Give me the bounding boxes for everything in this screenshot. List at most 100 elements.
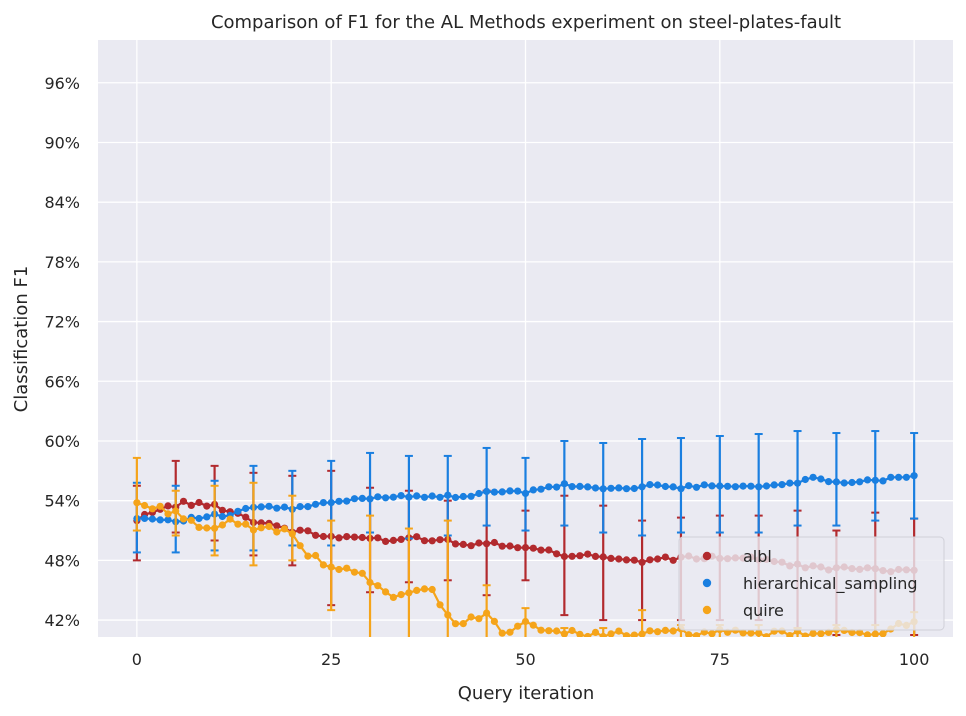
data-point bbox=[887, 473, 895, 481]
data-point bbox=[335, 534, 343, 542]
data-point bbox=[685, 631, 693, 637]
data-point bbox=[374, 582, 382, 590]
data-point bbox=[638, 483, 646, 491]
data-point bbox=[389, 536, 397, 545]
data-point bbox=[560, 480, 569, 488]
data-point bbox=[459, 540, 467, 549]
data-point bbox=[265, 522, 273, 531]
series-quire bbox=[132, 456, 919, 637]
data-point bbox=[296, 503, 304, 511]
data-point bbox=[467, 613, 475, 621]
x-tick-label: 100 bbox=[899, 650, 930, 669]
x-tick-label: 50 bbox=[515, 650, 535, 669]
data-point bbox=[879, 630, 887, 637]
data-point bbox=[685, 482, 693, 490]
data-point bbox=[638, 558, 646, 566]
data-point bbox=[304, 552, 312, 560]
data-point bbox=[420, 493, 429, 501]
data-point bbox=[576, 482, 584, 490]
data-point bbox=[801, 632, 809, 637]
data-point bbox=[156, 502, 164, 510]
data-point bbox=[257, 524, 265, 532]
y-tick-label: 60% bbox=[44, 432, 80, 451]
data-point bbox=[677, 485, 685, 493]
data-point bbox=[817, 630, 825, 637]
data-point bbox=[506, 542, 514, 550]
data-point bbox=[319, 561, 327, 569]
data-point bbox=[770, 481, 778, 489]
data-point bbox=[700, 481, 708, 489]
y-axis-ticks: 42% 48% 54% 60% 66% 72% 78% 84% 90% 96% bbox=[44, 74, 80, 630]
data-point bbox=[195, 514, 203, 523]
data-point bbox=[428, 537, 436, 545]
data-point bbox=[863, 476, 872, 484]
data-point bbox=[739, 629, 747, 637]
data-point bbox=[615, 484, 623, 492]
legend-label: hierarchical_sampling bbox=[743, 574, 918, 594]
data-point bbox=[483, 609, 491, 617]
legend-marker bbox=[702, 551, 712, 561]
data-point bbox=[483, 487, 491, 495]
data-point bbox=[521, 544, 530, 552]
data-point bbox=[343, 564, 351, 572]
data-point bbox=[358, 569, 366, 577]
data-point bbox=[327, 563, 335, 571]
data-point bbox=[584, 632, 592, 637]
data-point bbox=[716, 482, 724, 490]
data-point bbox=[514, 544, 522, 552]
data-point bbox=[607, 484, 615, 492]
data-point bbox=[195, 523, 203, 532]
data-point bbox=[405, 589, 413, 597]
data-point bbox=[451, 620, 460, 628]
data-point bbox=[871, 476, 879, 484]
data-point bbox=[475, 539, 483, 547]
data-point bbox=[599, 553, 607, 561]
data-point bbox=[475, 489, 483, 498]
data-point bbox=[413, 492, 421, 500]
data-point bbox=[273, 522, 281, 530]
data-point bbox=[343, 533, 351, 541]
data-point bbox=[669, 483, 677, 491]
data-point bbox=[630, 484, 638, 493]
data-point bbox=[374, 493, 382, 501]
data-point bbox=[537, 626, 545, 634]
data-point bbox=[856, 629, 864, 637]
data-point bbox=[568, 483, 576, 491]
data-point bbox=[288, 530, 296, 538]
data-point bbox=[591, 484, 600, 492]
x-tick-label: 25 bbox=[321, 650, 341, 669]
data-point bbox=[591, 552, 600, 561]
data-point bbox=[654, 481, 662, 489]
y-tick-label: 42% bbox=[44, 611, 80, 630]
data-point bbox=[615, 627, 623, 635]
data-point bbox=[141, 514, 149, 523]
data-point bbox=[545, 483, 553, 491]
data-point bbox=[304, 527, 312, 535]
data-point bbox=[747, 482, 755, 490]
x-tick-label: 75 bbox=[710, 650, 730, 669]
data-point bbox=[646, 627, 654, 635]
data-point bbox=[848, 478, 856, 487]
data-point bbox=[910, 472, 918, 480]
data-point bbox=[382, 494, 390, 502]
data-point bbox=[265, 502, 273, 510]
data-point bbox=[420, 537, 429, 545]
data-point bbox=[156, 516, 164, 524]
data-point bbox=[669, 556, 677, 564]
data-point bbox=[273, 528, 281, 536]
data-point bbox=[537, 485, 545, 493]
data-point bbox=[195, 498, 203, 507]
data-point bbox=[451, 493, 460, 502]
data-point bbox=[607, 630, 615, 637]
data-point bbox=[257, 503, 265, 511]
data-point bbox=[755, 483, 763, 491]
data-point bbox=[179, 497, 188, 505]
y-tick-label: 78% bbox=[44, 253, 80, 272]
data-point bbox=[537, 546, 545, 554]
data-point bbox=[498, 488, 506, 496]
data-point bbox=[506, 628, 514, 636]
data-point bbox=[319, 499, 327, 507]
x-tick-label: 0 bbox=[132, 650, 142, 669]
y-tick-label: 84% bbox=[44, 193, 80, 212]
data-point bbox=[304, 503, 312, 511]
